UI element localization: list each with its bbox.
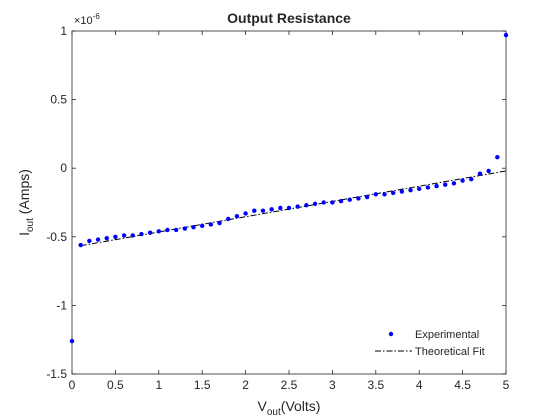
experimental-point <box>156 229 161 234</box>
y-tick-label: -1 <box>56 298 67 312</box>
y-multiplier-base: ×10 <box>74 15 93 27</box>
plot-area <box>71 30 507 375</box>
chart-title: Output Resistance <box>227 10 351 26</box>
experimental-point <box>469 176 474 182</box>
x-axis-label-main: V <box>258 398 268 414</box>
y-multiplier: ×10-6 <box>74 12 100 27</box>
experimental-point <box>338 198 344 204</box>
experimental-point <box>243 211 248 216</box>
y-tick-label: 0.5 <box>50 93 67 107</box>
experimental-point <box>399 189 405 194</box>
y-tick-label: 0 <box>60 161 67 175</box>
experimental-point <box>226 216 231 222</box>
experimental-point <box>312 201 318 207</box>
y-tick-label: 1 <box>60 24 67 38</box>
y-axis-label-subscript: out <box>25 218 36 232</box>
experimental-point <box>191 224 196 230</box>
experimental-point <box>347 197 352 202</box>
experimental-point <box>364 194 370 200</box>
experimental-point <box>121 233 127 238</box>
x-tick-label: 2 <box>242 378 249 392</box>
experimental-point <box>278 205 283 211</box>
experimental-point <box>252 208 257 213</box>
experimental-point <box>217 220 222 226</box>
experimental-point <box>321 200 326 205</box>
experimental-point <box>87 238 92 244</box>
experimental-point <box>200 223 205 229</box>
x-tick-label: 2.5 <box>281 378 298 392</box>
experimental-point <box>104 235 109 241</box>
x-axis-label-unit: (Volts) <box>281 398 321 414</box>
experimental-point <box>417 186 422 191</box>
experimental-point <box>139 231 144 237</box>
x-tick-label: 4 <box>416 378 423 392</box>
experimental-point <box>477 171 483 176</box>
experimental-point <box>434 183 439 189</box>
experimental-point <box>443 182 448 187</box>
legend-marker-experimental <box>388 331 394 337</box>
x-tick-label: 5 <box>503 378 510 392</box>
experimental-point <box>69 338 75 344</box>
experimental-point <box>130 233 135 238</box>
data-marks <box>69 32 509 344</box>
x-tick-label: 1.5 <box>194 378 211 392</box>
legend: Experimental Theoretical Fit <box>375 329 485 358</box>
y-tick-label: -0.5 <box>46 230 67 244</box>
experimental-point <box>460 178 465 183</box>
x-axis-label-subscript: out <box>267 407 281 418</box>
x-axis-label: Vout(Volts) <box>258 398 321 418</box>
experimental-point <box>390 190 396 196</box>
experimental-point <box>208 222 214 227</box>
experimental-point <box>269 207 274 212</box>
experimental-point <box>495 155 500 160</box>
legend-label-experimental: Experimental <box>415 329 479 341</box>
experimental-point <box>173 227 179 233</box>
experimental-point <box>356 196 361 201</box>
experimental-point <box>165 227 170 233</box>
experimental-point <box>408 187 413 193</box>
x-tick-label: 1 <box>155 378 162 392</box>
x-tick-label: 3 <box>329 378 336 392</box>
experimental-point <box>503 32 509 38</box>
y-multiplier-exponent: -6 <box>93 12 101 21</box>
experimental-point <box>286 205 292 211</box>
experimental-point <box>425 185 431 190</box>
experimental-point <box>78 242 83 248</box>
y-axis-label-unit: (Amps) <box>16 169 32 218</box>
x-tick-label: 0 <box>69 378 76 392</box>
experimental-point <box>260 208 266 213</box>
experimental-point <box>451 181 457 186</box>
experimental-point <box>182 226 188 231</box>
x-tick-label: 3.5 <box>367 378 384 392</box>
experimental-point <box>295 204 300 209</box>
legend-label-theoretical-fit: Theoretical Fit <box>415 346 485 358</box>
experimental-point <box>330 200 335 205</box>
experimental-point <box>147 230 153 235</box>
experimental-point <box>373 192 378 197</box>
y-axis-label-main: I <box>16 232 32 236</box>
y-tick-label: -1.5 <box>46 367 67 381</box>
y-axis-label: Iout (Amps) <box>16 169 36 236</box>
experimental-point <box>382 192 387 197</box>
experimental-point <box>486 168 491 174</box>
x-tick-label: 4.5 <box>454 378 471 392</box>
experimental-point <box>234 214 240 219</box>
x-tick-label: 0.5 <box>107 378 124 392</box>
experimental-point <box>95 237 101 242</box>
experimental-point <box>304 203 309 208</box>
experimental-point <box>113 234 118 239</box>
axis-ticks: 0 0.5 1 1.5 2 2.5 3 3.5 4 4.5 5 -1.5 -1 -0.5 0 0.5 1 <box>46 24 509 392</box>
